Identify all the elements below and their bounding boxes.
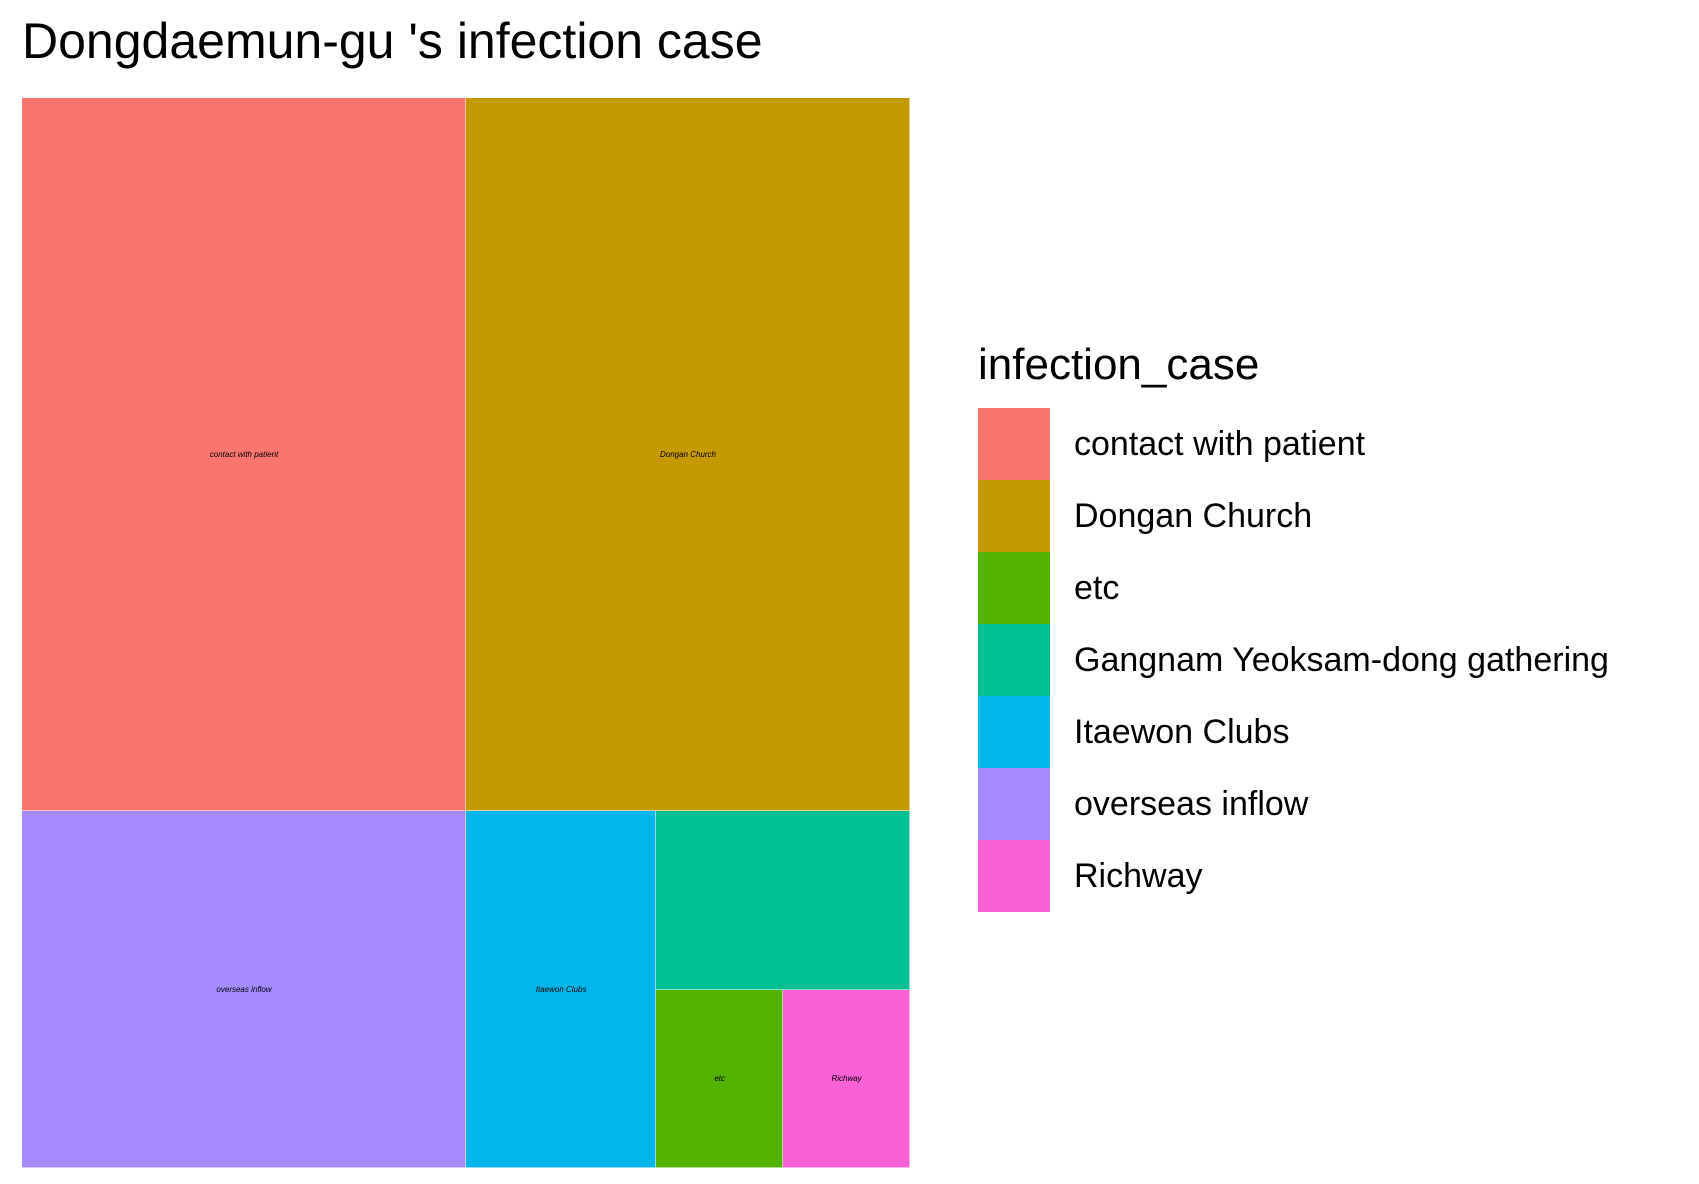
legend-label-dongan-church: Dongan Church [1074, 496, 1313, 535]
tile-label-overseas-inflow: overseas inflow [216, 984, 272, 994]
legend-label-contact-with-patient: contact with patient [1074, 424, 1366, 463]
chart-title: Dongdaemun-gu 's infection case [22, 13, 763, 69]
tile-richway: Richway [783, 989, 910, 1168]
tile-label-etc: etc [714, 1073, 726, 1083]
treemap-plot: contact with patient Dongan Church etc Itae… [22, 98, 910, 1168]
legend-item-richway: Richway [978, 840, 1609, 912]
tile-itaewon-clubs: Itaewon Clubs [466, 811, 657, 1168]
tile-overseas-inflow: overseas inflow [22, 811, 466, 1168]
legend-rows: contact with patient Dongan Church etc Gang… [978, 408, 1609, 912]
tile-label-contact-with-patient: contact with patient [209, 449, 279, 459]
legend-item-overseas-inflow: overseas inflow [978, 768, 1609, 840]
tile-dongan-church: Dongan Church [466, 98, 910, 812]
legend-swatch-etc [978, 552, 1050, 624]
legend-label-etc: etc [1074, 568, 1120, 607]
tile-label-dongan-church: Dongan Church [659, 449, 717, 459]
legend: infection_case contact with patient Donga… [978, 340, 1609, 912]
tile-etc: etc [656, 989, 784, 1168]
legend-item-dongan-church: Dongan Church [978, 480, 1609, 552]
legend-swatch-contact-with-patient [978, 408, 1050, 480]
tile-contact-with-patient: contact with patient [22, 98, 466, 812]
tile-gangnam-yeoksam-dong-gathering [656, 811, 910, 990]
legend-swatch-overseas-inflow [978, 768, 1050, 840]
legend-item-etc: etc [978, 552, 1609, 624]
legend-swatch-itaewon-clubs [978, 696, 1050, 768]
legend-swatch-gangnam-yeoksam-dong-gathering [978, 624, 1050, 696]
legend-item-gangnam-yeoksam-dong-gathering: Gangnam Yeoksam-dong gathering [978, 624, 1609, 696]
tile-label-itaewon-clubs: Itaewon Clubs [535, 984, 587, 994]
tile-label-richway: Richway [831, 1073, 862, 1083]
legend-swatch-dongan-church [978, 480, 1050, 552]
legend-label-richway: Richway [1074, 856, 1203, 895]
legend-title: infection_case [978, 340, 1260, 389]
legend-label-gangnam-yeoksam-dong-gathering: Gangnam Yeoksam-dong gathering [1074, 640, 1609, 679]
legend-swatch-richway [978, 840, 1050, 912]
legend-item-itaewon-clubs: Itaewon Clubs [978, 696, 1609, 768]
legend-label-overseas-inflow: overseas inflow [1074, 784, 1309, 823]
legend-label-itaewon-clubs: Itaewon Clubs [1074, 712, 1290, 751]
legend-item-contact-with-patient: contact with patient [978, 408, 1609, 480]
